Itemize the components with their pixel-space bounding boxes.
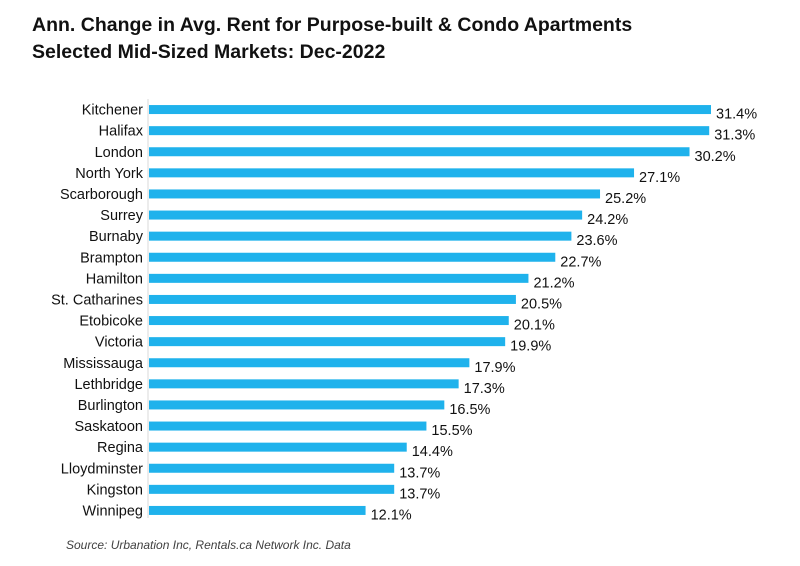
category-label: Halifax (99, 124, 144, 140)
category-label: Surrey (100, 208, 143, 224)
data-label: 27.1% (639, 170, 680, 186)
bar (149, 358, 470, 368)
bar (149, 189, 601, 199)
category-label: Hamilton (86, 271, 143, 287)
category-label: Kingston (87, 482, 143, 498)
data-label: 14.4% (412, 444, 453, 460)
bar (149, 105, 711, 115)
bar (149, 147, 690, 157)
category-label: Regina (97, 440, 144, 456)
category-label: London (95, 145, 143, 161)
data-label: 19.9% (510, 339, 551, 355)
data-label: 17.3% (464, 381, 505, 397)
category-label: St. Catharines (51, 292, 143, 308)
data-label: 12.1% (371, 507, 412, 523)
data-label: 21.2% (533, 275, 574, 291)
data-label: 20.1% (514, 318, 555, 334)
data-label: 16.5% (449, 402, 490, 418)
bar (149, 210, 583, 220)
bars-group: Kitchener 31.4% Halifax 31.3% London 30.2% Nor… (51, 103, 757, 524)
bar (149, 484, 395, 494)
category-label: Burlington (78, 398, 143, 414)
bar (149, 316, 509, 326)
data-label: 13.7% (399, 465, 440, 481)
chart-subtitle: Selected Mid-Sized Markets: Dec-2022 (32, 41, 386, 63)
bar (149, 505, 366, 515)
bar (149, 400, 445, 410)
chart-title-block: Ann. Change in Avg. Rent for Purpose-bui… (32, 12, 772, 66)
chart-title: Ann. Change in Avg. Rent for Purpose-bui… (32, 14, 633, 36)
data-label: 31.3% (714, 128, 755, 144)
source-note: Source: Urbanation Inc, Rentals.ca Netwo… (66, 538, 351, 552)
category-label: Burnaby (89, 229, 144, 245)
category-label: Scarborough (60, 187, 143, 203)
category-label: Lloydminster (61, 461, 143, 477)
bar (149, 463, 395, 473)
bar (149, 294, 516, 304)
category-label: Winnipeg (83, 503, 143, 519)
data-label: 25.2% (605, 191, 646, 207)
category-label: Saskatoon (74, 419, 143, 435)
bar (149, 126, 710, 136)
category-label: Kitchener (82, 103, 143, 119)
data-label: 24.2% (587, 212, 628, 228)
data-label: 30.2% (695, 149, 736, 165)
category-label: Etobicoke (79, 314, 143, 330)
category-label: Mississauga (63, 356, 144, 372)
bar (149, 421, 427, 431)
bar (149, 442, 407, 452)
data-label: 31.4% (716, 107, 757, 123)
category-label: Brampton (80, 250, 143, 266)
bar (149, 337, 506, 347)
bar (149, 273, 529, 283)
bar (149, 252, 556, 262)
data-label: 23.6% (576, 233, 617, 249)
data-label: 13.7% (399, 486, 440, 502)
data-label: 22.7% (560, 254, 601, 270)
bar (149, 231, 572, 241)
bar (149, 168, 635, 178)
data-label: 15.5% (431, 423, 472, 439)
category-label: Victoria (95, 335, 144, 351)
category-label: North York (75, 166, 143, 182)
bar (149, 379, 459, 389)
category-label: Lethbridge (74, 377, 143, 393)
data-label: 17.9% (474, 360, 515, 376)
data-label: 20.5% (521, 296, 562, 312)
